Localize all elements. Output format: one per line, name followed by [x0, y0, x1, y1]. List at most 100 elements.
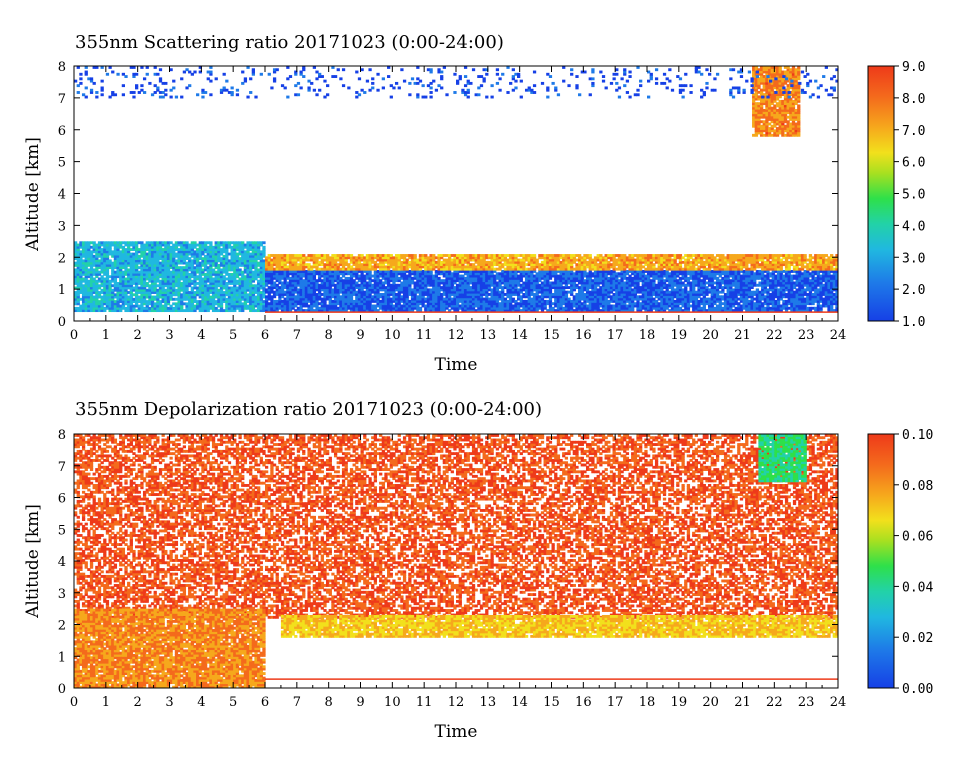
heatmap-cell	[166, 261, 171, 265]
heatmap-cell	[272, 286, 277, 290]
heatmap-cell	[137, 261, 141, 265]
heatmap-cell	[456, 274, 460, 278]
heatmap-cell	[257, 252, 261, 256]
heatmap-cell	[246, 300, 250, 303]
heatmap-cell	[410, 281, 415, 285]
heatmap-cell	[164, 284, 168, 288]
heatmap-cell	[124, 261, 128, 265]
heatmap-cell	[493, 281, 497, 285]
heatmap-cell	[501, 281, 505, 285]
heatmap-cell	[540, 288, 545, 292]
heatmap-cell	[76, 243, 80, 247]
heatmap-cell	[291, 272, 295, 276]
heatmap-cell	[493, 270, 497, 273]
heatmap-cell	[259, 295, 263, 299]
heatmap-cell	[190, 288, 194, 292]
heatmap-cell	[532, 288, 537, 292]
heatmap-cell	[294, 270, 298, 273]
heatmap-cell	[426, 309, 431, 313]
heatmap-cell	[601, 295, 606, 299]
heatmap-cell	[100, 279, 104, 283]
heatmap-cell	[153, 250, 157, 254]
heatmap-cell	[116, 293, 120, 297]
heatmap-cell	[689, 290, 693, 294]
heatmap-cell	[389, 293, 393, 296]
heatmap-cell	[119, 282, 123, 285]
heatmap-cell	[360, 286, 364, 290]
heatmap-cell	[89, 261, 94, 265]
heatmap-cell	[668, 295, 672, 299]
heatmap-cell	[392, 297, 396, 301]
heatmap-cell	[201, 304, 205, 308]
heatmap-cell	[74, 277, 78, 281]
heatmap-cell	[535, 274, 539, 278]
heatmap-cell	[715, 290, 720, 294]
heatmap-cell	[166, 309, 171, 313]
heatmap-cell	[681, 283, 685, 287]
heatmap-cell	[721, 295, 725, 299]
heatmap-cell	[509, 293, 513, 296]
heatmap-cell	[235, 270, 240, 274]
heatmap-cell	[105, 275, 110, 279]
heatmap-cell	[596, 274, 600, 278]
heatmap-cell	[493, 295, 497, 299]
heatmap-cell	[371, 306, 375, 310]
heatmap-cell	[705, 286, 709, 290]
heatmap-cell	[352, 304, 356, 308]
heatmap-cell	[323, 304, 327, 308]
heatmap-cell	[421, 276, 425, 280]
heatmap-cell	[649, 299, 653, 303]
heatmap-cell	[437, 272, 441, 276]
heatmap-cell	[405, 297, 409, 301]
heatmap-cell	[649, 290, 653, 294]
heatmap-cell	[288, 295, 293, 299]
heatmap-cell	[389, 272, 393, 276]
heatmap-cell	[456, 306, 460, 310]
heatmap-cell	[623, 293, 627, 296]
heatmap-cell	[742, 288, 746, 292]
heatmap-cell	[169, 272, 173, 276]
heatmap-cell	[328, 299, 332, 303]
heatmap-cell	[283, 299, 287, 303]
heatmap-cell	[543, 274, 547, 278]
heatmap-cell	[331, 295, 335, 299]
heatmap-cell	[81, 304, 86, 308]
heatmap-cell	[129, 261, 133, 265]
heatmap-cell	[129, 263, 133, 267]
heatmap-cell	[394, 276, 399, 280]
heatmap-cell	[360, 306, 364, 310]
heatmap-cell	[249, 277, 253, 281]
heatmap-cell	[74, 275, 78, 279]
heatmap-cell	[647, 276, 651, 280]
heatmap-cell	[495, 290, 500, 294]
heatmap-cell	[466, 306, 470, 310]
heatmap-cell	[79, 291, 83, 294]
heatmap-cell	[501, 297, 505, 301]
heatmap-cell	[76, 277, 80, 281]
heatmap-cell	[288, 306, 293, 310]
heatmap-cell	[546, 295, 550, 299]
heatmap-cell	[463, 279, 468, 283]
heatmap-cell	[137, 248, 141, 251]
heatmap-cell	[89, 293, 94, 297]
heatmap-cell	[328, 309, 332, 313]
heatmap-cell	[490, 295, 494, 299]
heatmap-cell	[474, 295, 478, 299]
heatmap-cell	[302, 295, 306, 299]
heatmap-cell	[485, 309, 489, 313]
heatmap-cell	[379, 283, 383, 287]
heatmap-cell	[172, 277, 176, 281]
heatmap-cell	[251, 286, 255, 290]
heatmap-cell	[681, 270, 685, 273]
heatmap-cell	[575, 276, 579, 280]
heatmap-cell	[450, 283, 454, 287]
heatmap-cell	[251, 306, 255, 310]
heatmap-cell	[578, 286, 582, 290]
heatmap-cell	[201, 241, 205, 245]
heatmap-cell	[299, 306, 303, 310]
heatmap-cell	[164, 259, 168, 263]
heatmap-cell	[665, 286, 669, 290]
heatmap-cell	[129, 297, 133, 301]
heatmap-cell	[413, 276, 417, 280]
heatmap-cell	[726, 293, 730, 296]
